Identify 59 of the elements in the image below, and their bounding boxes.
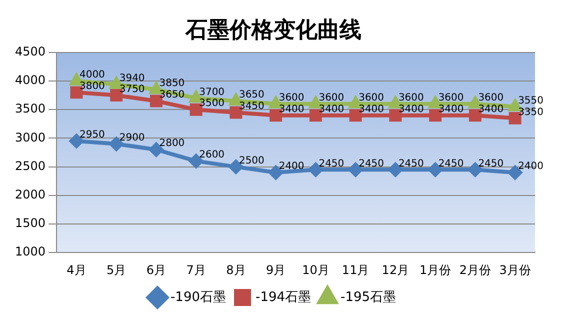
- data-label: 3550: [518, 95, 544, 106]
- x-tick-label: 7月: [186, 262, 206, 277]
- legend-label: -190石墨: [170, 290, 226, 305]
- data-label: 3600: [358, 92, 384, 104]
- data-label: 2450: [438, 158, 464, 170]
- data-label: 2400: [278, 161, 304, 172]
- data-label: 3450: [238, 101, 264, 112]
- data-label: 3850: [159, 78, 185, 90]
- data-label: 4000: [79, 70, 105, 81]
- y-tick-label: 1000: [14, 244, 46, 259]
- x-tick-label: 3月份: [499, 262, 531, 277]
- data-label: 3800: [79, 81, 105, 92]
- y-tick-label: 1500: [14, 216, 46, 230]
- data-label: 3400: [358, 104, 384, 115]
- data-label: 2450: [398, 158, 424, 170]
- data-label: 3400: [398, 104, 424, 115]
- x-tick-label: 6月: [146, 262, 166, 277]
- data-label: 2600: [199, 150, 225, 161]
- y-tick-label: 2500: [14, 158, 46, 173]
- data-label: 3600: [318, 92, 344, 104]
- x-tick-label: 2月份: [459, 262, 492, 277]
- x-tick-label: 11月: [342, 262, 370, 277]
- data-label: 2800: [159, 138, 185, 150]
- legend-label: -195石墨: [340, 290, 396, 305]
- data-label: 3400: [318, 104, 344, 115]
- data-label: 2450: [318, 158, 344, 170]
- legend-label: -194石墨: [256, 290, 312, 305]
- chart-title: 石墨价格变化曲线: [184, 16, 362, 43]
- data-label: 3600: [478, 92, 504, 104]
- data-label: 3700: [199, 86, 225, 98]
- y-tick-label: 2000: [14, 188, 46, 202]
- x-tick-label: 5月: [106, 262, 126, 277]
- data-label: 2950: [79, 130, 105, 141]
- data-label: 2400: [518, 161, 544, 172]
- data-label: 3600: [438, 92, 464, 104]
- x-tick-label: 1月份: [420, 262, 452, 277]
- data-label: 3650: [238, 90, 264, 101]
- data-label: 3600: [398, 92, 424, 104]
- data-label: 3600: [278, 92, 304, 104]
- data-label: 3350: [518, 106, 544, 118]
- data-label: 2450: [478, 158, 504, 170]
- data-label: 3650: [159, 90, 185, 101]
- data-label: 3940: [119, 73, 145, 84]
- y-tick-label: 3500: [14, 102, 46, 116]
- data-label: 2500: [238, 155, 264, 166]
- data-label: 3400: [438, 104, 464, 115]
- y-tick-label: 3000: [14, 130, 46, 144]
- y-tick-label: 4000: [14, 73, 46, 88]
- x-tick-label: 8月: [226, 262, 246, 277]
- x-tick-label: 4月: [66, 262, 86, 277]
- data-label: 3400: [278, 104, 304, 115]
- y-tick-label: 4500: [14, 44, 46, 59]
- data-label: 3400: [478, 104, 504, 115]
- data-label: 2450: [358, 158, 384, 170]
- x-tick-label: 10月: [302, 262, 330, 277]
- x-tick-label: 9月: [266, 262, 286, 277]
- x-tick-label: 12月: [382, 262, 410, 277]
- data-label: 3500: [199, 98, 225, 110]
- data-label: 2900: [119, 132, 145, 144]
